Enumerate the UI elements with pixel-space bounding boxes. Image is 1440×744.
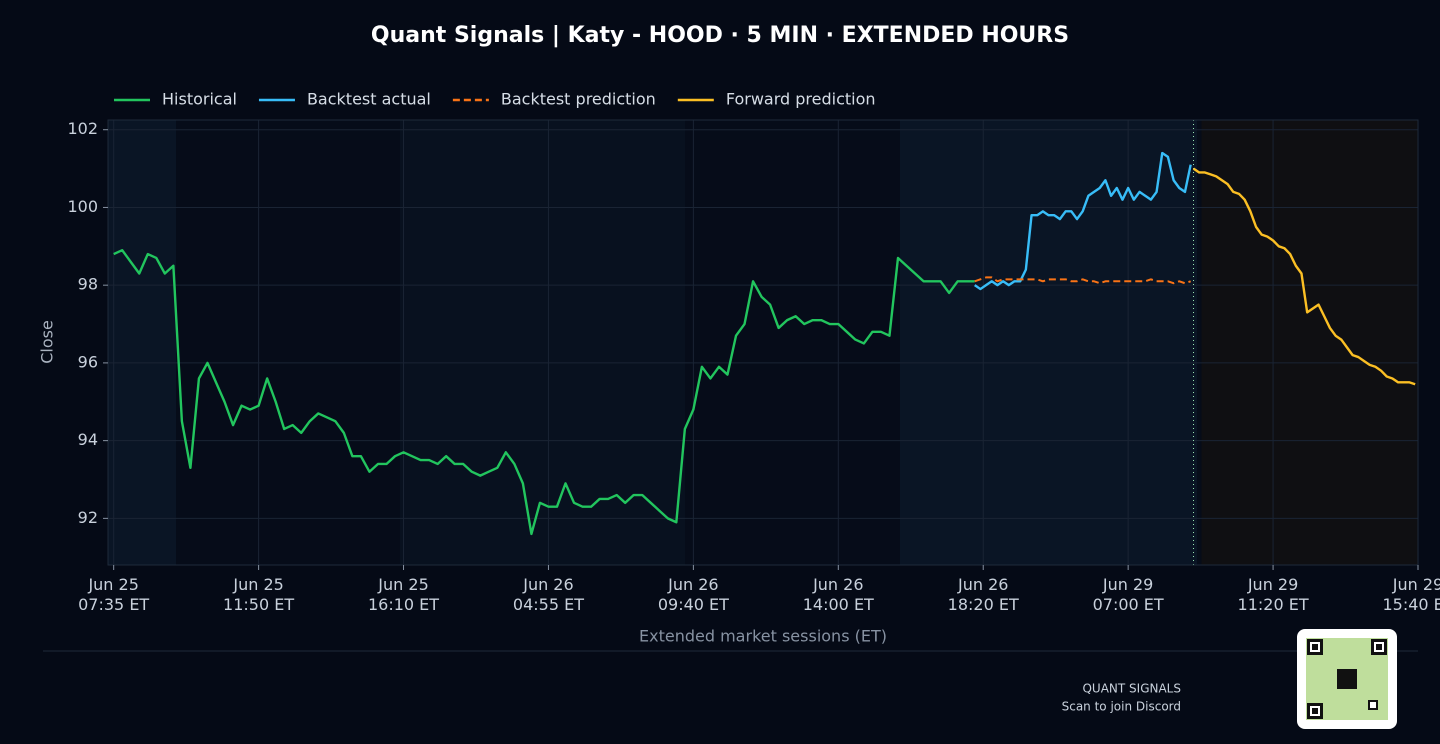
- forecast-region: [1201, 120, 1418, 565]
- y-tick-label: 92: [78, 508, 98, 527]
- x-tick-label: Jun 26 04:55 ET: [512, 575, 584, 614]
- qr-code: [1297, 629, 1397, 729]
- x-tick-label: Jun 25 16:10 ET: [367, 575, 440, 614]
- legend-label: Backtest prediction: [501, 90, 656, 109]
- x-tick-label: Jun 25 11:50 ET: [223, 575, 295, 614]
- session-band: [900, 120, 1197, 565]
- chart-title: Quant Signals | Katy - HOOD · 5 MIN · EX…: [371, 23, 1069, 48]
- series-line: [974, 151, 1192, 291]
- y-tick-label: 98: [78, 275, 98, 294]
- legend-label: Historical: [162, 90, 237, 109]
- x-tick-label: Jun 26 18:20 ET: [947, 575, 1019, 614]
- session-band: [108, 120, 176, 565]
- x-tick-label: Jun 25 07:35 ET: [78, 575, 150, 614]
- y-tick-label: 100: [67, 197, 98, 216]
- x-axis-label: Extended market sessions (ET): [639, 627, 887, 646]
- x-tick-label: Jun 29 15:40 ET: [1382, 575, 1440, 614]
- legend-label: Forward prediction: [726, 90, 876, 109]
- x-tick-label: Jun 26 14:00 ET: [802, 575, 874, 614]
- footer-caption: Scan to join Discord: [1062, 700, 1181, 714]
- x-tick-label: Jun 29 11:20 ET: [1237, 575, 1309, 614]
- x-tick-label: Jun 26 09:40 ET: [657, 575, 729, 614]
- x-tick-label: Jun 29 07:00 ET: [1092, 575, 1164, 614]
- session-band: [400, 120, 685, 565]
- y-tick-label: 102: [67, 119, 98, 138]
- footer-brand: QUANT SIGNALS: [1082, 682, 1181, 696]
- plot-area: [108, 120, 1419, 565]
- y-tick-label: 94: [78, 430, 98, 449]
- series-line: [113, 249, 975, 536]
- y-tick-label: 96: [78, 352, 98, 371]
- legend-label: Backtest actual: [307, 90, 431, 109]
- plot-frame: [107, 119, 1419, 566]
- series-line: [974, 276, 1191, 285]
- plot-background: [108, 120, 1418, 565]
- series-line: [1192, 167, 1416, 386]
- y-axis-label: Close: [38, 320, 57, 364]
